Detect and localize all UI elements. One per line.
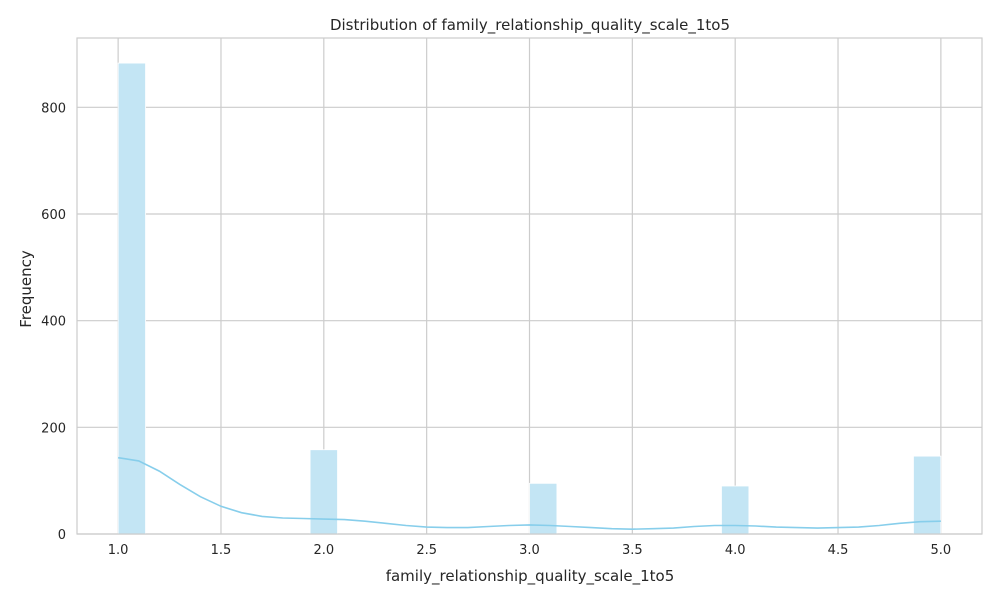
histogram-bar [117,62,146,535]
grid-lines [77,38,982,535]
x-tick-label: 3.0 [519,543,540,558]
y-tick-label: 0 [58,528,66,543]
x-axis-label: family_relationship_quality_scale_1to5 [386,567,675,586]
x-tick-label: 2.0 [313,543,334,558]
histogram-bars [117,62,942,535]
x-tick-label: 1.5 [211,543,232,558]
y-tick-labels: 0 200 400 600 800 [41,101,66,543]
x-tick-label: 1.0 [108,543,129,558]
chart-title: Distribution of family_relationship_qual… [330,16,730,35]
x-tick-label: 3.5 [622,543,643,558]
y-tick-label: 400 [41,315,66,330]
y-axis-label: Frequency [17,250,35,328]
kde-curve [117,456,941,531]
histogram-bar [309,449,338,535]
x-tick-label: 4.0 [725,543,746,558]
plot-frame [76,37,983,535]
y-tick-label: 200 [41,421,66,436]
y-tick-label: 600 [41,208,66,223]
y-tick-label: 800 [41,101,66,116]
x-tick-label: 2.5 [416,543,437,558]
histogram-bar [721,485,750,535]
x-tick-label: 4.5 [828,543,849,558]
plot-area [76,37,983,535]
x-tick-labels: 1.0 1.5 2.0 2.5 3.0 3.5 4.0 4.5 5.0 [108,543,951,558]
x-tick-label: 5.0 [931,543,952,558]
